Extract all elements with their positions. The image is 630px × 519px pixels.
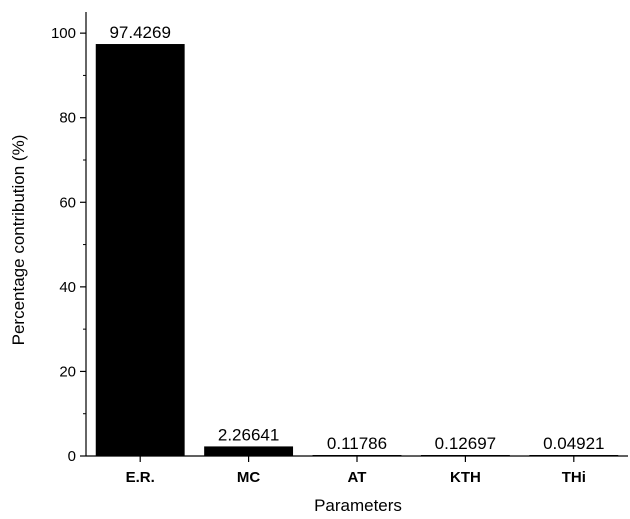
x-tick-label: KTH [450, 469, 481, 486]
y-axis-ticks: 0 20 40 60 80 100 [51, 25, 86, 465]
y-tick-label: 40 [59, 279, 76, 296]
y-tick-label: 60 [59, 194, 76, 211]
x-axis-ticks: E.R. MC AT KTH THi [126, 456, 586, 486]
data-label: 0.12697 [435, 434, 496, 453]
data-label: 0.04921 [543, 434, 604, 453]
x-tick-label: THi [562, 469, 586, 486]
bar-mc [204, 446, 294, 456]
bar-er [95, 44, 185, 456]
bars-group [95, 44, 619, 456]
x-tick-label: MC [237, 469, 260, 486]
y-tick-label: 20 [59, 363, 76, 380]
x-tick-label: AT [348, 469, 367, 486]
data-label: 0.11786 [327, 434, 387, 453]
x-tick-label: E.R. [126, 469, 155, 486]
data-label: 97.4269 [109, 23, 170, 42]
y-tick-label: 100 [51, 25, 76, 42]
y-tick-label: 80 [59, 110, 76, 127]
data-label: 2.26641 [218, 425, 279, 444]
y-axis-title: Percentage contribution (%) [9, 135, 28, 346]
y-tick-label: 0 [68, 448, 76, 465]
data-labels-group: 97.4269 2.26641 0.11786 0.12697 0.04921 [109, 23, 604, 453]
x-axis-title: Parameters [314, 496, 402, 515]
